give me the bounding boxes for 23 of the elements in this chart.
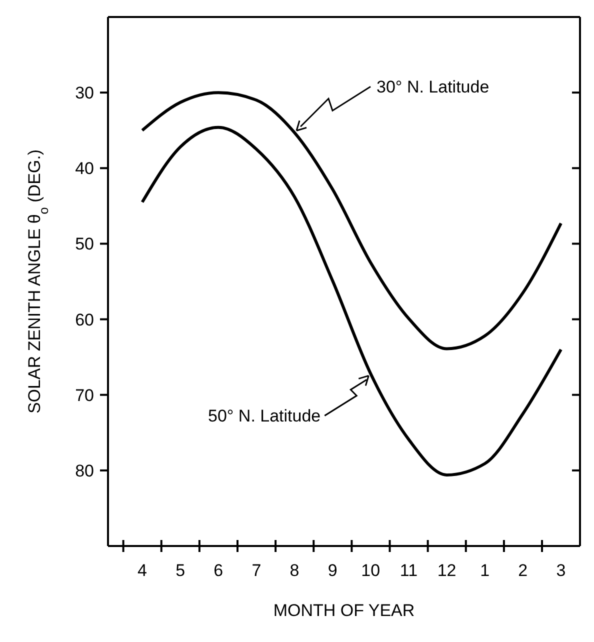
y-tick-label: 60 [75,310,94,330]
x-tick-label: 9 [328,561,338,580]
annotation: 50° N. Latitude [208,406,321,426]
annotation: 30° N. Latitude [376,78,490,97]
y-tick-label: 30 [75,84,94,103]
y-tick-label: 80 [75,461,94,480]
x-tick-label: 5 [176,561,186,580]
x-tick-label: 3 [556,561,566,580]
y-tick-label: 40 [75,159,94,178]
y-tick-label: 50 [75,234,94,254]
x-tick-label: 1 [480,561,490,580]
x-tick-label: 11 [400,561,418,580]
x-tick-label: 10 [361,561,380,580]
x-axis-title: MONTH OF YEAR [273,601,415,620]
y-tick-label: 70 [75,386,94,405]
x-tick-label: 7 [252,561,262,580]
x-tick-label: 2 [518,561,528,580]
x-tick-label: 6 [214,561,224,580]
x-tick-label: 8 [290,561,300,580]
x-tick-label: 12 [437,561,456,580]
line-series [140,91,562,350]
x-tick-label: 4 [138,561,147,580]
line-series [140,126,562,476]
